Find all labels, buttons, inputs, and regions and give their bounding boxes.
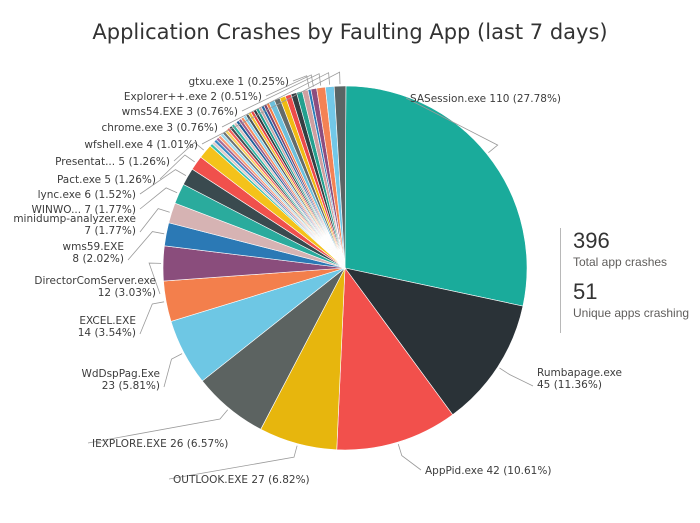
leader-line-16: [241, 73, 322, 112]
leader-line-4: [87, 409, 229, 444]
pie-slice-2[interactable]: [336, 267, 454, 451]
leader-line-14: [201, 71, 341, 145]
leader-line-10: [139, 187, 178, 210]
total-crashes-value: 396: [573, 228, 610, 253]
slice-label-11: lync.exe 6 (1.52%): [38, 189, 136, 201]
leader-lines: [87, 71, 534, 480]
slice-label-10: WINWO... 7 (1.77%): [32, 204, 136, 216]
leader-line-5: [163, 353, 183, 388]
leader-line-13: [173, 141, 204, 162]
leader-line-11: [139, 169, 187, 195]
leader-line-0: [405, 97, 499, 154]
leader-line-12: [159, 154, 195, 180]
slice-label-16: wms54.EXE 3 (0.76%): [122, 106, 238, 118]
slice-label-3: OUTLOOK.EXE 27 (6.82%): [173, 474, 310, 486]
total-crashes-label: Total app crashes: [573, 255, 668, 269]
slice-label-14: wfshell.exe 4 (1.01%): [84, 139, 198, 151]
unique-apps-value: 51: [573, 279, 598, 304]
slice-label-4: IEXPLORE.EXE 26 (6.57%): [92, 438, 228, 450]
leader-line-18: [292, 75, 310, 88]
slice-label-12: Pact.exe 5 (1.26%): [57, 174, 156, 186]
slice-label-8: wms59.EXE 8 (2.02%): [63, 241, 124, 265]
slice-label-9: minidump-analyzer.exe 7 (1.77%): [13, 213, 136, 237]
slice-label-2: AppPid.exe 42 (10.61%): [425, 465, 551, 477]
pie-slice-0[interactable]: [344, 85, 528, 307]
leader-line-8: [127, 231, 165, 261]
chart-title: Application Crashes by Faulting App (las…: [92, 20, 608, 44]
leader-line-15: [221, 72, 330, 128]
slice-label-17: Explorer++.exe 2 (0.51%): [124, 91, 262, 103]
slice-label-18: gtxu.exe 1 (0.25%): [188, 76, 289, 88]
pie-slice-14[interactable]: [333, 85, 347, 269]
slice-label-6: EXCEL.EXE 14 (3.54%): [78, 315, 136, 339]
leader-line-9: [139, 208, 170, 233]
pie-slices: [162, 85, 528, 451]
leader-line-7: [148, 262, 162, 295]
slice-label-0: SASession.exe 110 (27.78%): [410, 93, 561, 105]
leader-line-3: [168, 445, 298, 480]
leader-line-2: [397, 443, 422, 471]
slice-labels: SASession.exe 110 (27.78%) Rumbapage.exe 4…: [13, 76, 622, 486]
slice-label-13: Presentat... 5 (1.26%): [55, 156, 170, 168]
unique-apps-label: Unique apps crashing: [573, 306, 690, 320]
slice-label-1: Rumbapage.exe 45 (11.36%): [537, 367, 622, 391]
leader-line-1: [499, 367, 534, 387]
pie-slice-1[interactable]: [344, 267, 524, 416]
slice-label-7: DirectorComServer.exe 12 (3.03%): [34, 275, 156, 299]
kpi-panel: 396 Total app crashes 51 Unique apps cra…: [560, 228, 700, 333]
leader-line-6: [139, 301, 165, 335]
slice-label-5: WdDspPag.Exe 23 (5.81%): [81, 368, 160, 392]
slice-label-15: chrome.exe 3 (0.76%): [102, 122, 219, 134]
leader-line-17: [265, 74, 314, 97]
